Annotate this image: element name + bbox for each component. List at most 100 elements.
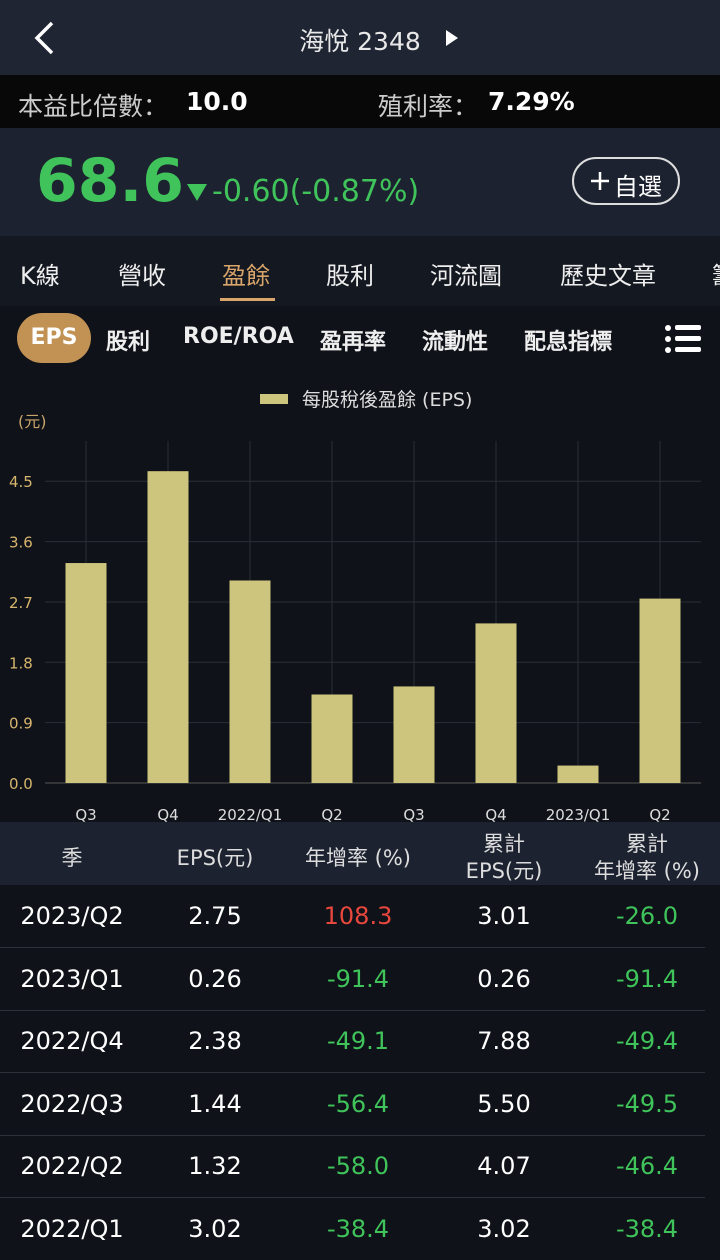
table-cell: 1.32 [188,1152,242,1181]
x-tick-label: Q3 [75,806,96,822]
bar [65,563,107,783]
header-cell: EPS(元) [465,859,543,883]
table-cell: 2023/Q1 [20,964,124,993]
stats-bar: 本益比倍數： 10.0 殖利率： 7.29% [0,75,720,128]
table-cell: -49.1 [326,1027,390,1056]
table-cell: -46.4 [615,1152,679,1181]
y-tick-label: 0.0 [9,775,33,793]
pe-value: 10.0 [186,87,248,116]
y-tick-label: 2.7 [9,594,33,612]
table-row: 2022/Q4 2.38 -49.1 7.88 -49.4 [0,1010,705,1074]
subtab[interactable]: 流動性 [422,330,489,355]
subtab[interactable]: 盈再率 [320,330,387,355]
bar [393,686,435,783]
x-tick-label: Q3 [403,806,424,822]
x-tick-label: Q2 [321,806,342,822]
bar [147,471,189,783]
y-unit: (元) [18,412,47,431]
bar [229,580,271,783]
table-cell: 2023/Q2 [20,902,124,930]
yield-label: 殖利率： [378,92,479,121]
table-cell: 2.38 [188,1027,242,1056]
next-button[interactable] [444,28,460,48]
top-bar: 海悅 2348 [0,0,720,75]
y-tick-label: 3.6 [9,534,33,552]
legend-label: 每股稅後盈餘 (EPS) [302,389,472,411]
table-cell: -91.4 [615,964,679,993]
subtab[interactable]: ROE/ROA [183,324,294,349]
down-arrow [187,184,207,201]
title: 海悅 2348 [0,22,720,58]
table-cell: -38.4 [326,1215,390,1243]
watch-label: 自選 [614,173,662,201]
header-cell: 季 [61,846,83,870]
table-cell: 1.44 [188,1089,242,1118]
header-cell: 累計 [626,832,668,856]
table-cell: 0.26 [188,964,242,993]
x-tick-label: Q4 [485,806,506,822]
y-tick-label: 4.5 [9,473,33,491]
bar [557,765,599,783]
header-cell: EPS(元) [176,846,254,870]
table-cell: 108.3 [323,902,393,930]
tab-underline [220,298,275,301]
y-tick-label: 0.9 [9,715,33,733]
subtab[interactable]: EPS [30,325,78,350]
x-tick-label: 2023/Q1 [546,806,611,822]
x-tick-label: Q2 [649,806,670,822]
table-cell: 3.02 [477,1215,531,1243]
table-row: 2023/Q1 0.26 -91.4 0.26 -91.4 [0,948,705,1011]
tab[interactable]: K線 [20,262,60,290]
table-cell: 5.50 [477,1089,531,1118]
table-cell: 3.01 [477,902,531,930]
table-cell: 2022/Q2 [20,1152,124,1181]
table-cell: -38.4 [615,1215,679,1243]
tab[interactable]: 盈餘 [222,262,270,290]
header-cell: 累計 [483,832,525,856]
table-cell: 3.02 [188,1215,242,1243]
table-cell: -49.5 [615,1089,679,1118]
table-cell: 4.07 [477,1152,531,1181]
table-cell: 0.26 [477,964,531,993]
table-cell: -26.0 [615,902,679,930]
tab[interactable]: 歷史文章 [560,262,656,290]
bar [475,623,517,783]
price: 68.6 [36,146,185,216]
subtab-bar: EPS 股利 ROE/ROA 盈再率 流動性 配息指標 [0,306,720,376]
table-cell: 7.88 [477,1027,531,1056]
table-row: 2022/Q1 3.02 -38.4 3.02 -38.4 [0,1198,705,1260]
pe-label: 本益比倍數： [18,92,169,121]
tab-bar: K線 營收 盈餘 股利 河流圖 歷史文章 籌 [0,236,720,306]
watch-button[interactable]: 自選 [572,157,680,205]
eps-table: 季 EPS(元) 年增率 (%) 累計 EPS(元) 累計年增率 (%) 2023/Q2 2.… [0,822,720,1260]
y-tick-label: 1.8 [9,654,33,672]
menu-icon[interactable] [664,323,702,355]
tab[interactable]: 股利 [326,262,374,290]
x-tick-label: 2022/Q1 [218,806,283,822]
subtab[interactable]: 配息指標 [524,330,613,355]
table-header: 季 EPS(元) 年增率 (%) 累計 EPS(元) 累計年增率 (%) [0,822,720,885]
table-row: 2022/Q2 1.32 -58.0 4.07 -46.4 [0,1135,705,1199]
tab[interactable]: 營收 [118,262,166,290]
table-cell: -91.4 [326,964,390,993]
quote-panel: 68.6 -0.60(-0.87%) 自選 [0,128,720,236]
change: -0.60(-0.87%) [212,174,420,209]
table-cell: -49.4 [615,1027,679,1056]
title-text: 海悅 2348 [299,27,421,56]
back-button[interactable] [30,20,60,56]
table-cell: 2022/Q4 [20,1027,124,1056]
subtab[interactable]: 股利 [106,330,151,355]
header-cell: 年增率 (%) [593,859,700,883]
table-cell: 2.75 [188,902,242,930]
tab[interactable]: 河流圖 [430,262,502,290]
yield-value: 7.29% [488,87,575,116]
table-row: 2022/Q3 1.44 -56.4 5.50 -49.5 [0,1073,705,1136]
table-row: 2023/Q2 2.75 108.3 3.01 -26.0 [0,885,705,948]
tab[interactable]: 籌 [712,256,720,291]
header-cell: 年增率 (%) [304,846,411,870]
subtab-pill[interactable]: EPS [17,313,91,363]
plus-icon [591,172,609,190]
table-cell: -58.0 [326,1152,390,1181]
table-cell: 2022/Q1 [20,1215,124,1243]
